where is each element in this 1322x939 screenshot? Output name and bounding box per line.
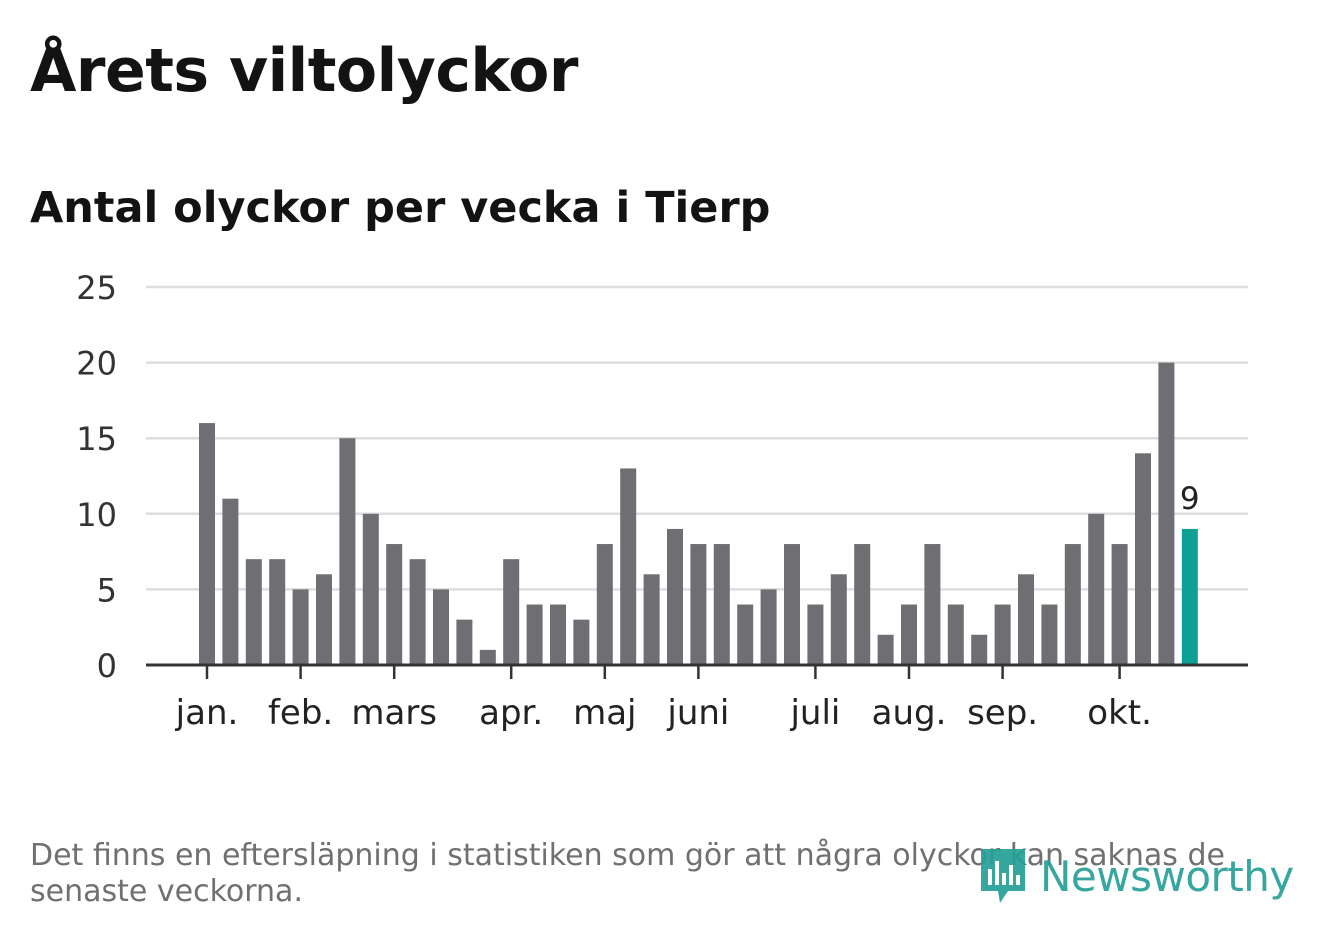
x-tick-label: feb. [268, 693, 333, 733]
bar-value-label: 9 [1180, 481, 1200, 517]
bar [526, 604, 543, 665]
bar [503, 559, 520, 665]
y-tick-label: 20 [76, 345, 117, 383]
bar [269, 559, 286, 665]
bar [456, 619, 473, 665]
bar [292, 589, 309, 665]
bar [550, 604, 566, 665]
bar [947, 604, 964, 665]
bar [901, 604, 917, 665]
y-tick-label: 25 [76, 269, 117, 307]
y-axis-labels: 0 5 10 15 20 25 [76, 269, 117, 685]
x-tick-label: aug. [872, 693, 947, 733]
y-tick-label: 15 [76, 420, 117, 458]
x-tick-label: apr. [479, 693, 543, 733]
footnote: Det finns en eftersläpning i statistiken… [30, 838, 1225, 909]
y-tick-label: 5 [97, 571, 117, 609]
x-tick-label: mars [351, 693, 437, 733]
bar [807, 604, 824, 665]
bar [1041, 604, 1058, 665]
bar [1158, 362, 1175, 665]
x-axis [146, 663, 1248, 679]
bar [199, 423, 215, 665]
bar [667, 528, 683, 665]
bar [433, 589, 449, 665]
x-tick-label: maj [573, 693, 636, 733]
x-tick-label: sep. [967, 693, 1038, 733]
bar [830, 574, 847, 665]
x-tick-label: okt. [1087, 693, 1152, 733]
bar [222, 498, 239, 665]
bar [690, 544, 707, 665]
bar-chart: 0 5 10 15 20 25 9 jan. feb. mars apr. maj juni juli… [76, 269, 1248, 733]
bar [784, 544, 800, 665]
bar [877, 634, 894, 665]
bar [760, 589, 777, 665]
y-tick-label: 10 [76, 496, 117, 534]
bar [409, 559, 426, 665]
bar [924, 544, 941, 665]
bar [994, 604, 1011, 665]
bar [854, 544, 871, 665]
x-tick-label: juni [666, 693, 729, 733]
bar [1088, 513, 1105, 665]
bar [362, 513, 379, 665]
bar [245, 559, 262, 665]
bar [1111, 544, 1128, 665]
bar [737, 604, 754, 665]
bar [620, 468, 637, 665]
bar [386, 544, 403, 665]
bar [1135, 453, 1151, 665]
bar [643, 574, 660, 665]
x-axis-labels: jan. feb. mars apr. maj juni juli aug. sep. okt. [175, 693, 1152, 733]
brand-name: Newsworthy [1040, 851, 1294, 901]
bar-latest-week [1181, 528, 1198, 665]
bar [596, 544, 613, 665]
chart-logo-icon [981, 849, 1025, 903]
bar [573, 619, 590, 665]
chart-title: Årets viltolyckor [30, 36, 579, 106]
chart-subtitle: Antal olyckor per vecka i Tierp [30, 183, 771, 233]
y-tick-label: 0 [97, 647, 117, 685]
bars: 9 [199, 362, 1200, 665]
x-tick-label: juli [789, 693, 840, 733]
bar [1018, 574, 1034, 665]
bar [316, 574, 332, 665]
bar [971, 634, 988, 665]
bar [1064, 544, 1081, 665]
bar [713, 544, 730, 665]
x-tick-label: jan. [175, 693, 239, 733]
bar [339, 438, 356, 665]
bar [479, 649, 496, 665]
newsworthy-logo: Newsworthy [978, 845, 1294, 907]
